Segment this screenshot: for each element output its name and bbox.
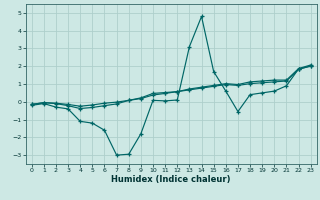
X-axis label: Humidex (Indice chaleur): Humidex (Indice chaleur) [111,175,231,184]
